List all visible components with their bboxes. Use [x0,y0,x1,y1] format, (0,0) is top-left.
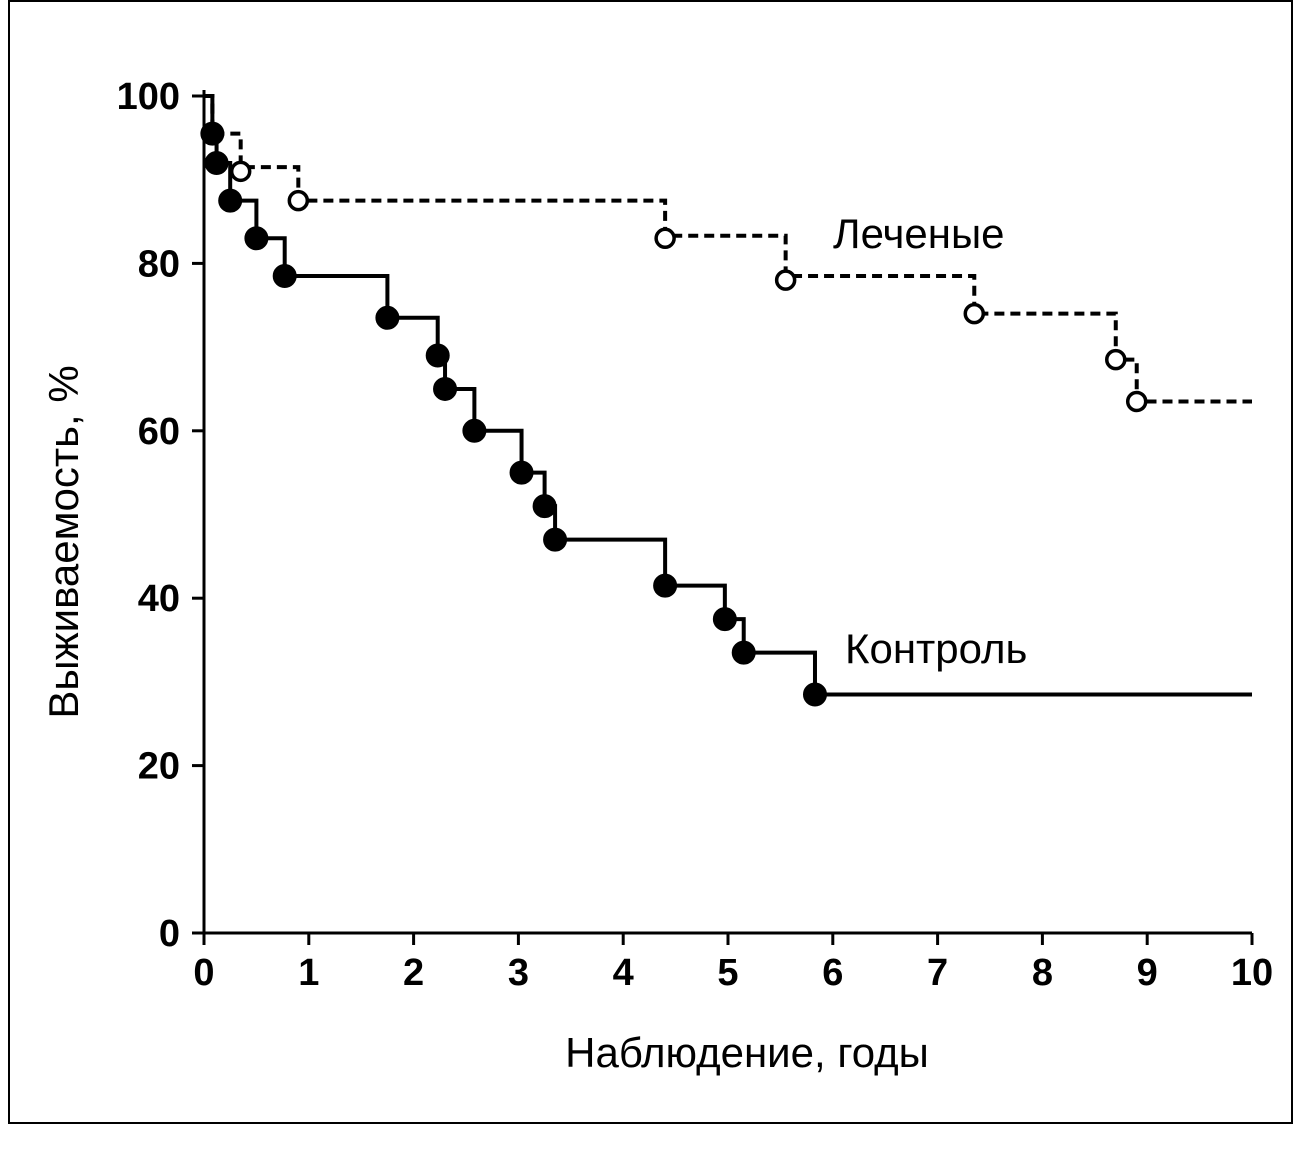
y-tick-label-40: 40 [138,578,180,620]
y-tick-label-100: 100 [117,76,180,118]
series-1-marker-8 [462,418,487,443]
series-0-marker-2 [287,189,310,212]
series-1-marker-15 [802,682,827,707]
series-0-marker-6 [1105,348,1127,371]
series-0-marker-1 [229,160,252,183]
series-1 [200,94,1252,707]
series-1-marker-1 [204,150,229,175]
x-tick-label-9: 9 [1137,952,1158,994]
series-1-marker-12 [653,573,678,598]
series-line-1 [204,94,1252,697]
series-0-marker-3 [654,227,676,250]
series-layer [200,94,1252,707]
x-tick-label-7: 7 [927,952,948,994]
series-line-0 [204,94,1252,404]
series-1-marker-14 [731,640,756,665]
series-1-marker-10 [532,494,557,519]
labels-layer: Наблюдение, годы Выживаемость, % Леченые… [40,210,1027,1076]
x-tick-label-3: 3 [508,952,529,994]
series-1-marker-4 [272,263,297,288]
series-label-treated: Леченые [833,210,1005,257]
y-tick-label-80: 80 [138,243,180,285]
x-tick-label-1: 1 [298,952,319,994]
series-0-marker-7 [1125,390,1148,413]
series-1-marker-0 [200,121,225,146]
series-label-control: Контроль [845,625,1027,672]
y-axis-title: Выживаемость, % [40,365,87,718]
series-1-marker-5 [375,305,400,330]
series-1-marker-13 [712,607,737,632]
y-tick-label-20: 20 [138,746,180,788]
x-tick-label-10: 10 [1231,952,1273,994]
y-tick-label-0: 0 [159,913,180,955]
series-0-marker-5 [963,302,986,325]
series-1-marker-3 [244,226,269,251]
x-tick-label-2: 2 [403,952,424,994]
series-1-marker-11 [543,527,568,552]
series-1-marker-6 [425,343,450,368]
x-tick-label-8: 8 [1032,952,1053,994]
y-tick-label-60: 60 [138,411,180,453]
series-1-marker-9 [509,460,534,485]
x-tick-label-5: 5 [717,952,738,994]
x-tick-label-6: 6 [822,952,843,994]
x-tick-label-4: 4 [613,952,634,994]
chart-frame [8,0,1293,1124]
series-0 [201,94,1252,413]
series-1-marker-2 [218,188,243,213]
x-tick-label-0: 0 [193,952,214,994]
series-1-marker-7 [433,376,458,401]
x-axis-title: Наблюдение, годы [565,1029,929,1076]
series-0-marker-4 [774,269,797,291]
